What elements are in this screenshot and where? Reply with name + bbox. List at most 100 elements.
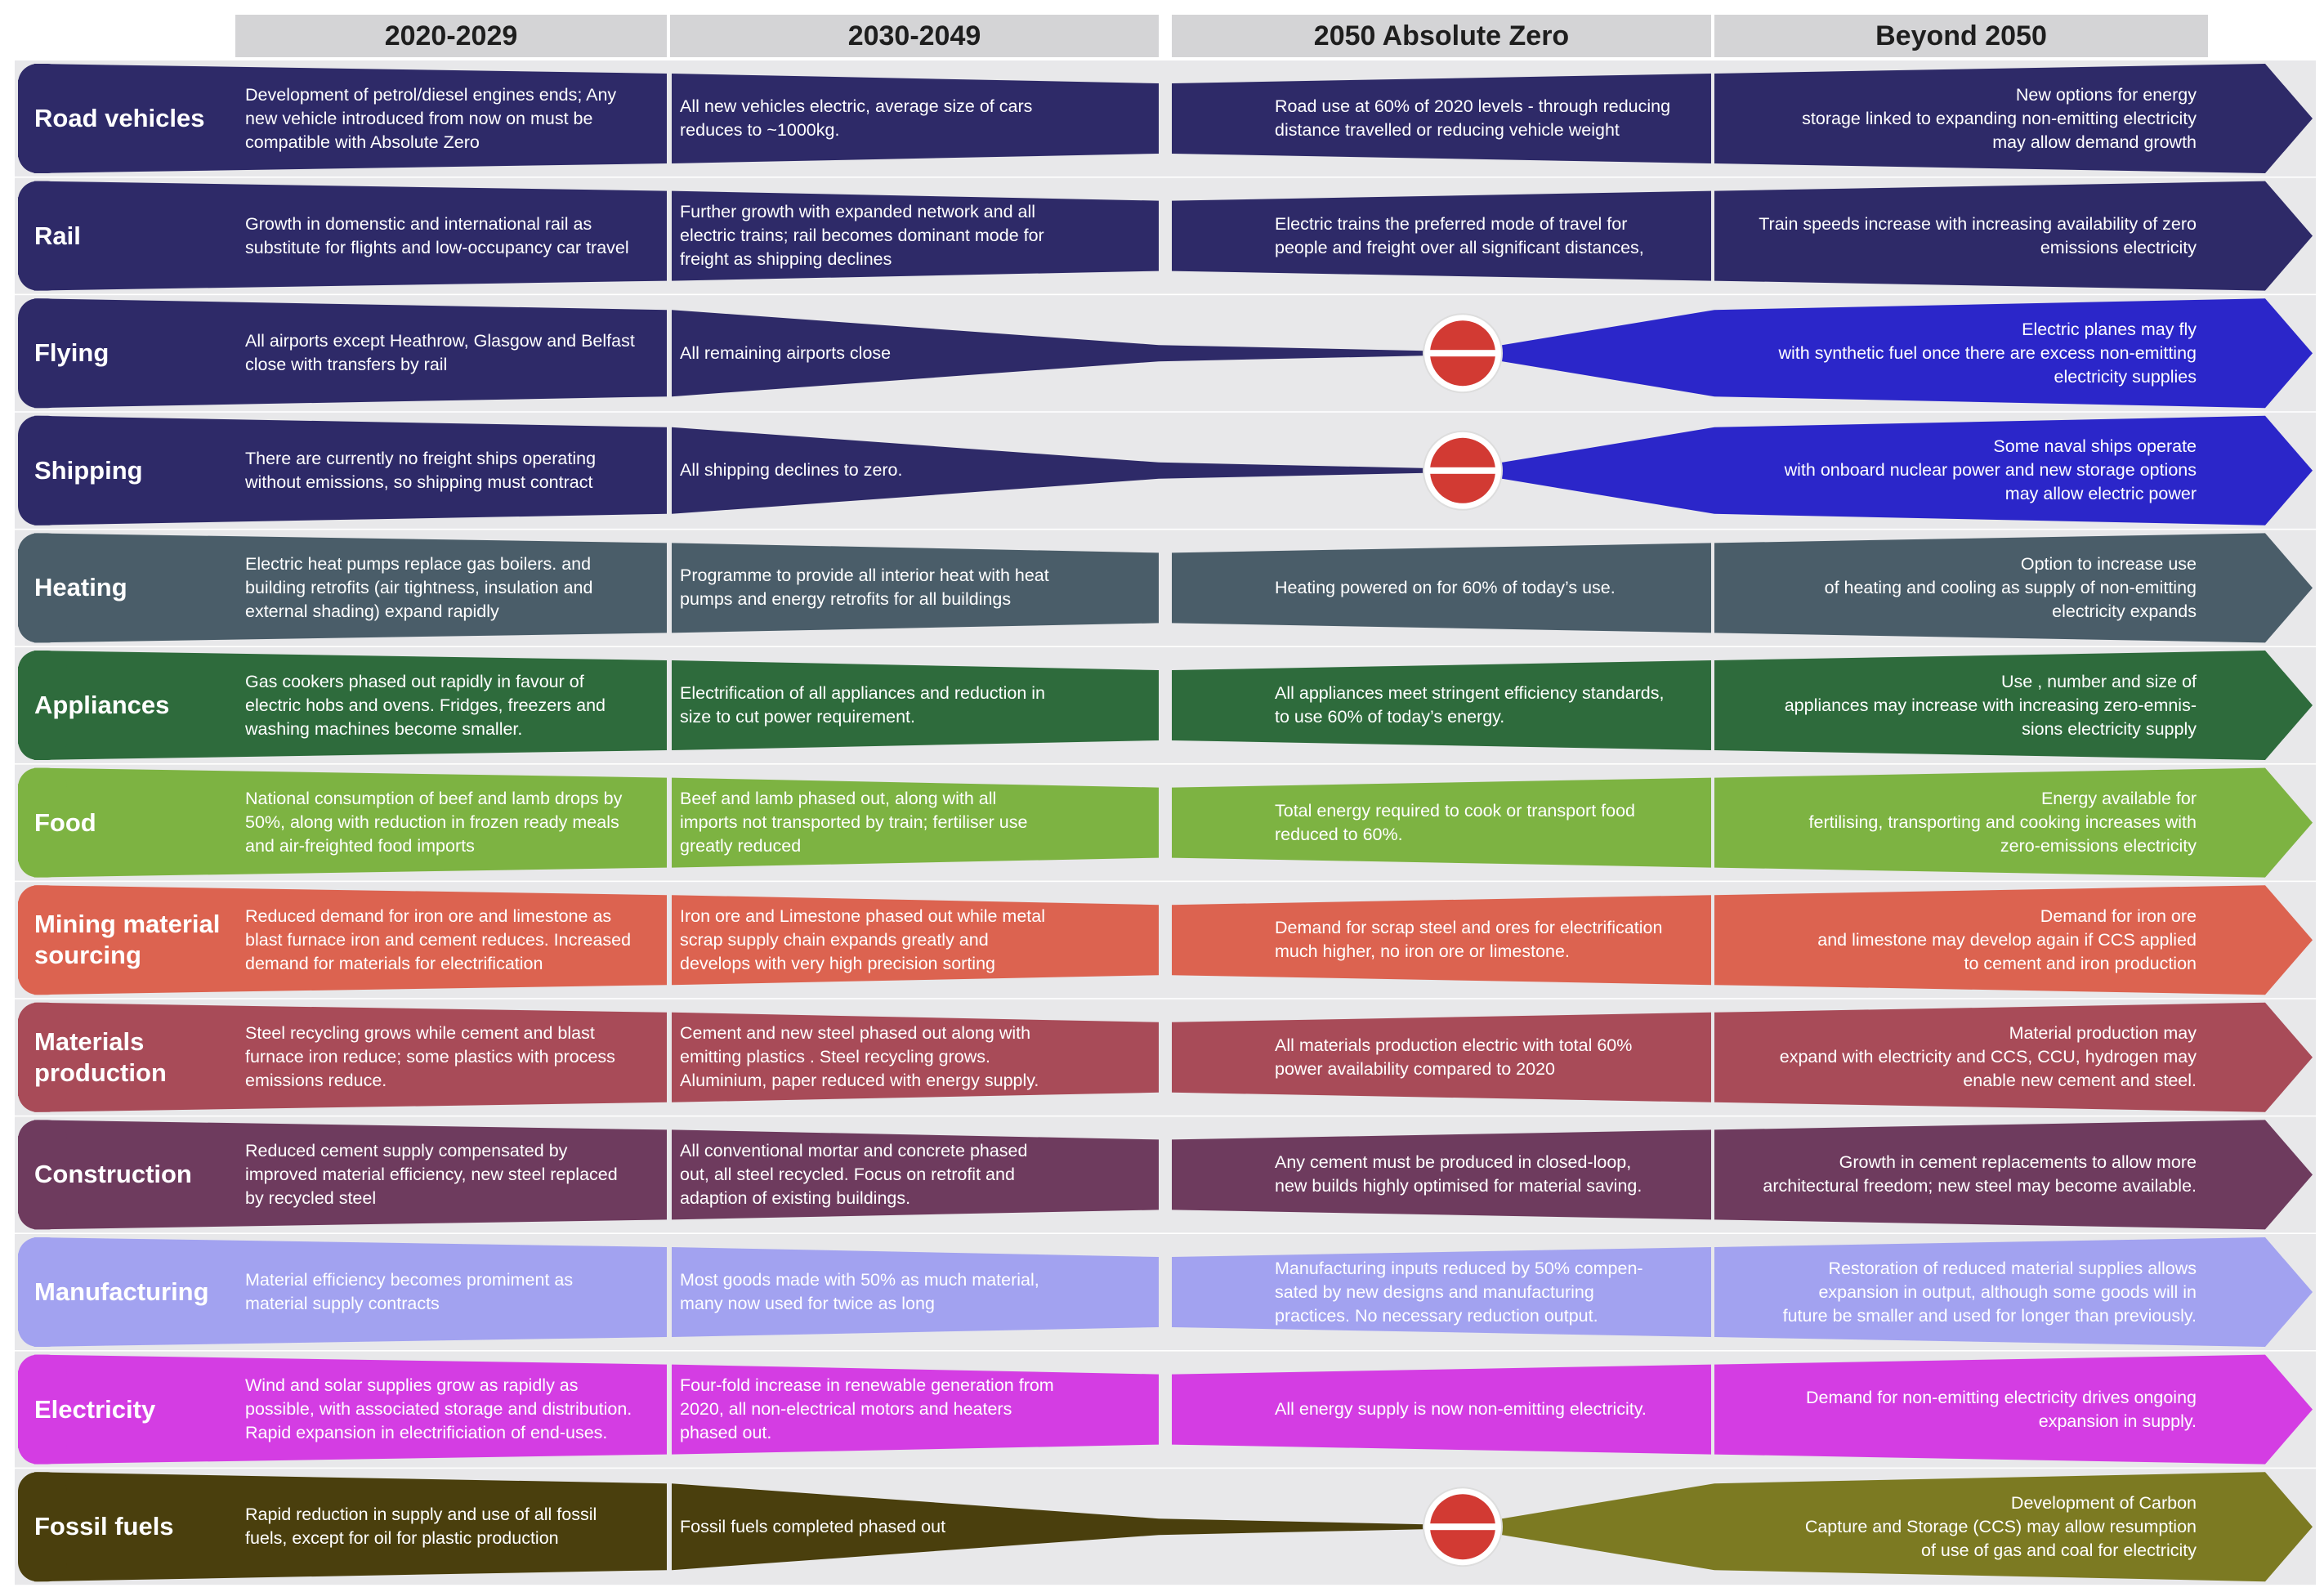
timeline-segment-2020: [34, 298, 667, 409]
row-label: Mining material sourcing: [34, 910, 221, 970]
timeline-segment-beyond-arrow: [1714, 415, 2313, 525]
cell-2050-absolute-zero: Electric trains the preferred mode of tr…: [1275, 213, 1644, 257]
timeline-segment-wedge-tip: [1159, 1518, 1463, 1536]
timeline-segment-2020-cap: [18, 651, 67, 760]
cell-2030-2049: All conventional mortar and concrete pha…: [680, 1140, 1028, 1208]
timeline-segment-resume-wedge: [1463, 427, 1714, 514]
row-label: Shipping: [34, 455, 143, 485]
timeline-segment-2020-cap: [18, 1237, 67, 1347]
timeline-segment-2020: [18, 885, 667, 995]
timeline-segment-beyond-arrow: [1714, 298, 2313, 409]
row-label: Electricity: [34, 1394, 156, 1424]
cell-2030-2049: Electrification of all appliances and re…: [680, 683, 1045, 727]
timeline-segment-wedge-tip: [1159, 462, 1463, 479]
timeline-segment-beyond-arrow: [1714, 885, 2313, 995]
cell-2050-absolute-zero: All materials production electric with t…: [1275, 1035, 1633, 1079]
timeline-segment-2020-cap: [18, 64, 67, 173]
cell-2020-2029: All airports except Heathrow, Glasgow an…: [245, 331, 635, 375]
timeline-segment-beyond-arrow: [1714, 1120, 2313, 1230]
cell-2050-absolute-zero: All appliances meet stringent efficiency…: [1275, 683, 1665, 727]
timeline-segment-2030: [672, 1012, 1159, 1102]
timeline-segment-2020: [18, 1120, 667, 1230]
cell-2030-2049: Cement and new steel phased out along wi…: [680, 1023, 1039, 1091]
timeline-segment-2020: [18, 1002, 667, 1112]
timeline-segment-2020-cap: [18, 885, 67, 995]
timeline-segment-2030-wedge: [672, 427, 1159, 514]
timeline-segment-2030: [672, 895, 1159, 986]
timeline-segment-2020-cap: [18, 415, 67, 525]
timeline-segment-wedge-tip: [1159, 345, 1463, 362]
timeline-segment-2020-cap: [18, 1120, 67, 1230]
cell-2050-absolute-zero: Demand for scrap steel and ores for elec…: [1275, 918, 1663, 962]
cell-2020-2029: Gas cookers phased out rapidly in favour…: [245, 671, 606, 739]
timeline-segment-2050: [1172, 777, 1711, 868]
cell-2050-absolute-zero: Any cement must be produced in closed-lo…: [1275, 1152, 1642, 1196]
timeline-segment-2050: [1172, 190, 1711, 281]
cell-2030-2049: All new vehicles electric, average size …: [680, 96, 1033, 140]
row-label: Heating: [34, 573, 127, 602]
timeline-segment-2020: [18, 767, 667, 878]
cell-2020-2029: Reduced demand for iron ore and limeston…: [245, 906, 632, 973]
timeline-segment-beyond-arrow: [1714, 181, 2313, 291]
timeline-segment-resume-wedge: [1463, 310, 1714, 397]
cell-2020-2029: Wind and solar supplies grow as rapidly …: [245, 1375, 632, 1443]
timeline-segment-2020: [18, 1354, 667, 1465]
row-label: Construction: [34, 1160, 192, 1189]
timeline-segment-2020: [18, 64, 667, 173]
column-header-2030-2049: 2030-2049: [670, 15, 1159, 57]
timeline-segment-2030: [672, 1364, 1159, 1455]
no-entry-icon: [1423, 1487, 1503, 1567]
cell-2020-2029: Electric heat pumps replace gas boilers.…: [245, 553, 593, 621]
timeline-segment-2020-cap: [18, 298, 67, 409]
timeline-segment-2030-wedge: [672, 1483, 1159, 1571]
row-label: Rail: [34, 221, 81, 250]
timeline-segment-beyond-arrow: [1714, 64, 2313, 173]
no-entry-icon: [1423, 430, 1503, 511]
cell-2050-absolute-zero: Heating powered on for 60% of today’s us…: [1275, 577, 1616, 597]
cell-2020-2029: Reduced cement supply compensated by imp…: [245, 1140, 618, 1208]
timeline-segment-2030: [672, 660, 1159, 750]
timeline-segment-2050: [1172, 1129, 1711, 1220]
cell-2030-2049: Four-fold increase in renewable generati…: [680, 1375, 1054, 1443]
cell-2030-2049: All remaining airports close: [680, 342, 892, 363]
cell-2020-2029: There are currently no freight ships ope…: [245, 448, 597, 492]
cell-2050-absolute-zero: Total energy required to cook or transpo…: [1275, 800, 1636, 844]
cell-beyond-2050: Demand for iron ore and limestone may de…: [1817, 906, 2197, 973]
timeline-segment-2030: [672, 777, 1159, 868]
timeline-segment-2050: [1172, 660, 1711, 750]
row-label: Road vehicles: [34, 104, 205, 132]
timeline-segment-2020-cap: [18, 181, 67, 291]
timeline-segment-2020-cap: [18, 533, 67, 643]
timeline-segment-2030: [672, 543, 1159, 633]
cell-2050-absolute-zero: Manufacturing inputs reduced by 50% comp…: [1275, 1258, 1643, 1326]
column-header-beyond-2050: Beyond 2050: [1714, 15, 2208, 57]
timeline-segment-2050: [1172, 543, 1711, 633]
column-header-2050-absolute-zero: 2050 Absolute Zero: [1172, 15, 1711, 57]
timeline-segment-2020: [18, 1237, 667, 1347]
cell-2020-2029: Rapid reduction in supply and use of all…: [245, 1505, 597, 1549]
timeline-segment-beyond-arrow: [1714, 767, 2313, 878]
timeline-segment-2030: [672, 1129, 1159, 1220]
timeline-segment-2030-wedge: [672, 310, 1159, 397]
timeline-segment-2050: [1172, 1247, 1711, 1337]
cell-2030-2049: Most goods made with 50% as much materia…: [680, 1270, 1039, 1313]
timeline-segment-2020-cap: [18, 1354, 67, 1465]
timeline-segment-2050: [1172, 1364, 1711, 1455]
timeline-segment-2030: [672, 74, 1159, 163]
cell-2020-2029: Steel recycling grows while cement and b…: [245, 1023, 615, 1091]
timeline-segment-2020-cap: [18, 767, 67, 878]
row-label: Appliances: [34, 691, 170, 719]
timeline-segment-2020: [34, 415, 667, 525]
cell-beyond-2050: Restoration of reduced material supplies…: [1782, 1258, 2197, 1326]
timeline-segment-2050: [1172, 895, 1711, 986]
cell-beyond-2050: Some naval ships operate with onboard nu…: [1784, 436, 2197, 504]
cell-2050-absolute-zero: All energy supply is now non-emitting el…: [1275, 1399, 1647, 1420]
cell-beyond-2050: Development of Carbon Capture and Storag…: [1804, 1492, 2197, 1560]
cell-2020-2029: Development of petrol/diesel engines end…: [245, 84, 617, 152]
cell-2030-2049: Iron ore and Limestone phased out while …: [680, 906, 1045, 973]
timeline-segment-2030: [672, 190, 1159, 281]
cell-2030-2049: Beef and lamb phased out, along with all…: [680, 789, 1028, 856]
timeline-segment-2030: [672, 1247, 1159, 1337]
cell-2020-2029: Growth in domenstic and international ra…: [245, 213, 629, 257]
